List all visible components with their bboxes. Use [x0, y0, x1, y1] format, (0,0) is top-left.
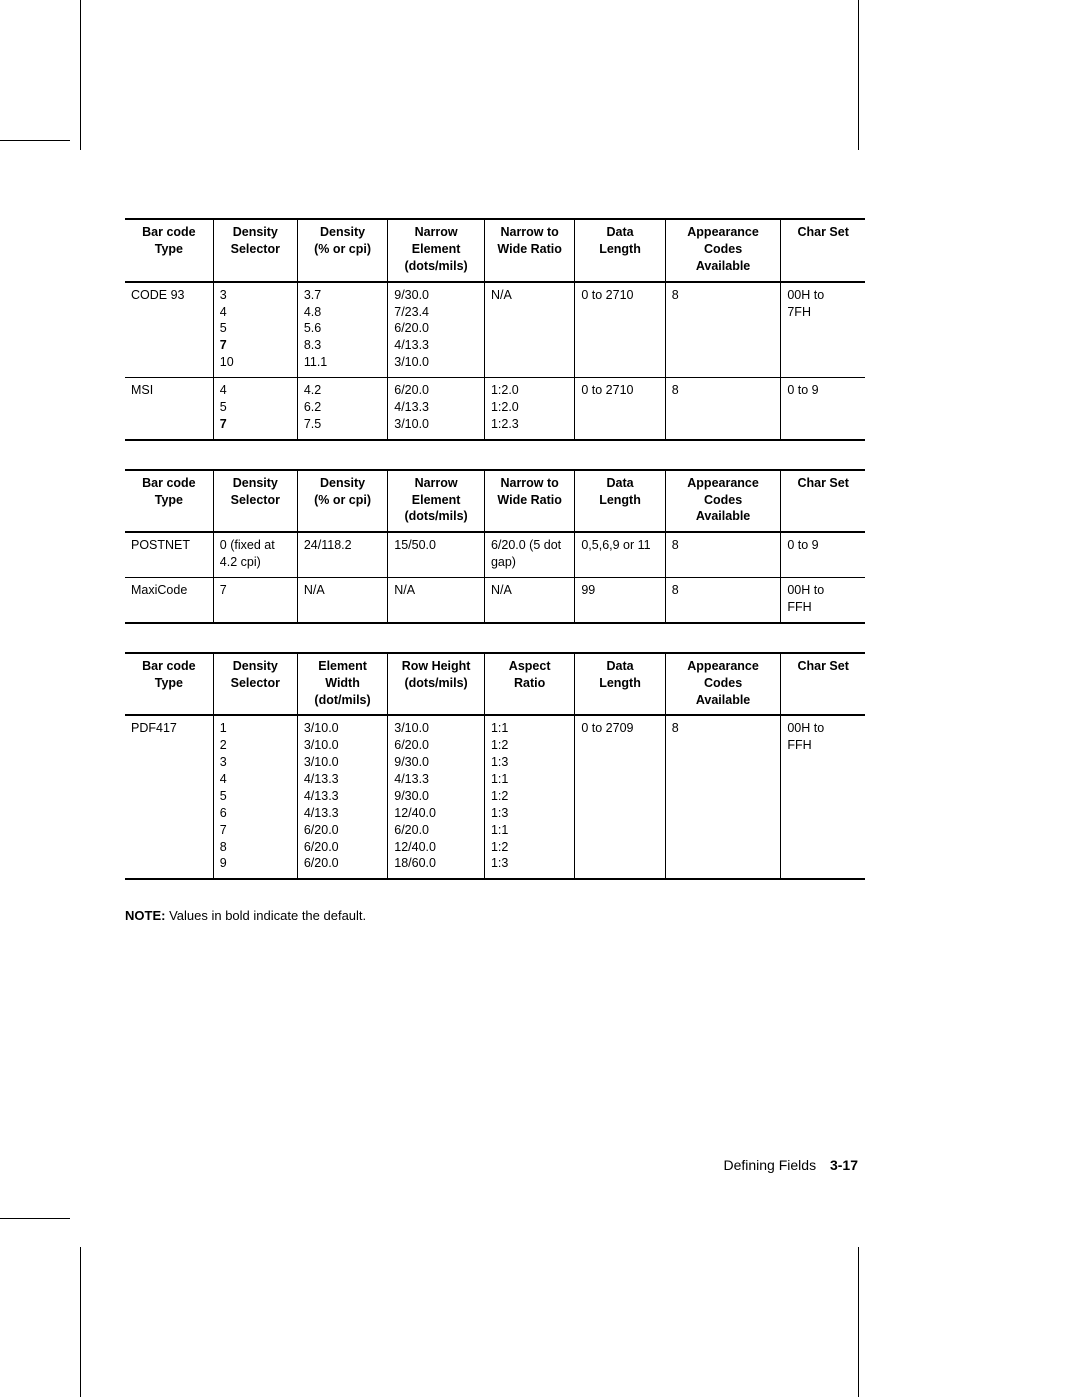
- table-body: PDF4171234567893/10.03/10.03/10.04/13.34…: [125, 715, 865, 879]
- table-cell: N/A: [297, 578, 387, 623]
- table-cell: 7: [213, 578, 297, 623]
- table-header-row: Bar codeType DensitySelector Density(% o…: [125, 219, 865, 282]
- col-header: Density(% or cpi): [297, 219, 387, 282]
- table-cell: MaxiCode: [125, 578, 213, 623]
- col-header: Char Set: [781, 470, 865, 533]
- col-header: AppearanceCodesAvailable: [665, 219, 781, 282]
- col-header: Bar codeType: [125, 653, 213, 716]
- table-cell: 4.26.27.5: [297, 378, 387, 440]
- crop-mark: [858, 1247, 859, 1397]
- table-cell: CODE 93: [125, 282, 213, 378]
- table-cell: 8: [665, 378, 781, 440]
- table-cell: 00H toFFH: [781, 578, 865, 623]
- table-cell: 00H toFFH: [781, 715, 865, 879]
- table-cell: 99: [575, 578, 665, 623]
- col-header: AspectRatio: [484, 653, 574, 716]
- crop-mark: [80, 1247, 81, 1397]
- table-row: MaxiCode7N/AN/AN/A99800H toFFH: [125, 578, 865, 623]
- col-header: DensitySelector: [213, 653, 297, 716]
- note-label: NOTE:: [125, 908, 165, 923]
- table-cell: 457: [213, 378, 297, 440]
- col-header: Bar codeType: [125, 219, 213, 282]
- col-header: NarrowElement(dots/mils): [388, 219, 485, 282]
- table-cell: 0 to 2710: [575, 378, 665, 440]
- barcode-table-3: Bar codeType DensitySelector ElementWidt…: [125, 652, 865, 881]
- table-cell: 123456789: [213, 715, 297, 879]
- table-cell: 0 to 2709: [575, 715, 665, 879]
- note: NOTE: Values in bold indicate the defaul…: [125, 908, 865, 923]
- table-cell: 3/10.06/20.09/30.04/13.39/30.012/40.06/2…: [388, 715, 485, 879]
- barcode-table-1: Bar codeType DensitySelector Density(% o…: [125, 218, 865, 441]
- table-cell: 8: [665, 282, 781, 378]
- footer-page-number: 3-17: [830, 1157, 858, 1173]
- table-cell: POSTNET: [125, 532, 213, 577]
- table-header-row: Bar codeType DensitySelector Density(% o…: [125, 470, 865, 533]
- col-header: AppearanceCodesAvailable: [665, 470, 781, 533]
- table-cell: 6/20.0 (5 dot gap): [484, 532, 574, 577]
- col-header: Narrow toWide Ratio: [484, 470, 574, 533]
- col-header: DensitySelector: [213, 219, 297, 282]
- page: Bar codeType DensitySelector Density(% o…: [0, 0, 1080, 1397]
- table-cell: 6/20.04/13.33/10.0: [388, 378, 485, 440]
- col-header: Row Height(dots/mils): [388, 653, 485, 716]
- col-header: Density(% or cpi): [297, 470, 387, 533]
- table-cell: 345710: [213, 282, 297, 378]
- table-cell: 15/50.0: [388, 532, 485, 577]
- table-cell: 24/118.2: [297, 532, 387, 577]
- table-cell: N/A: [388, 578, 485, 623]
- table-cell: N/A: [484, 578, 574, 623]
- table-row: POSTNET0 (fixed at 4.2 cpi)24/118.215/50…: [125, 532, 865, 577]
- table-cell: 0,5,6,9 or 11: [575, 532, 665, 577]
- table-cell: 1:11:21:31:11:21:31:11:21:3: [484, 715, 574, 879]
- content-area: Bar codeType DensitySelector Density(% o…: [125, 218, 865, 923]
- col-header: ElementWidth(dot/mils): [297, 653, 387, 716]
- crop-mark: [858, 0, 859, 150]
- col-header: DataLength: [575, 653, 665, 716]
- table-cell: 3.74.85.68.311.1: [297, 282, 387, 378]
- note-text: Values in bold indicate the default.: [169, 908, 366, 923]
- table-cell: 1:2.01:2.01:2.3: [484, 378, 574, 440]
- col-header: NarrowElement(dots/mils): [388, 470, 485, 533]
- crop-mark: [0, 1218, 70, 1219]
- crop-mark: [0, 140, 70, 141]
- col-header: Narrow toWide Ratio: [484, 219, 574, 282]
- crop-mark: [80, 0, 81, 150]
- barcode-table-2: Bar codeType DensitySelector Density(% o…: [125, 469, 865, 624]
- table-cell: PDF417: [125, 715, 213, 879]
- table-cell: MSI: [125, 378, 213, 440]
- table-cell: N/A: [484, 282, 574, 378]
- col-header: Char Set: [781, 219, 865, 282]
- table-cell: 8: [665, 715, 781, 879]
- table-cell: 3/10.03/10.03/10.04/13.34/13.34/13.36/20…: [297, 715, 387, 879]
- table-row: CODE 933457103.74.85.68.311.19/30.07/23.…: [125, 282, 865, 378]
- table-body: CODE 933457103.74.85.68.311.19/30.07/23.…: [125, 282, 865, 440]
- table-row: MSI4574.26.27.56/20.04/13.33/10.01:2.01:…: [125, 378, 865, 440]
- col-header: DensitySelector: [213, 470, 297, 533]
- table-cell: 0 to 2710: [575, 282, 665, 378]
- table-cell: 0 to 9: [781, 532, 865, 577]
- table-cell: 8: [665, 532, 781, 577]
- table-cell: 0 (fixed at 4.2 cpi): [213, 532, 297, 577]
- table-cell: 9/30.07/23.46/20.04/13.33/10.0: [388, 282, 485, 378]
- col-header: DataLength: [575, 470, 665, 533]
- footer-title: Defining Fields: [723, 1157, 816, 1173]
- col-header: Char Set: [781, 653, 865, 716]
- table-cell: 0 to 9: [781, 378, 865, 440]
- col-header: AppearanceCodesAvailable: [665, 653, 781, 716]
- col-header: DataLength: [575, 219, 665, 282]
- table-cell: 00H to7FH: [781, 282, 865, 378]
- table-body: POSTNET0 (fixed at 4.2 cpi)24/118.215/50…: [125, 532, 865, 623]
- table-header-row: Bar codeType DensitySelector ElementWidt…: [125, 653, 865, 716]
- table-cell: 8: [665, 578, 781, 623]
- page-footer: Defining Fields 3-17: [723, 1157, 858, 1173]
- col-header: Bar codeType: [125, 470, 213, 533]
- table-row: PDF4171234567893/10.03/10.03/10.04/13.34…: [125, 715, 865, 879]
